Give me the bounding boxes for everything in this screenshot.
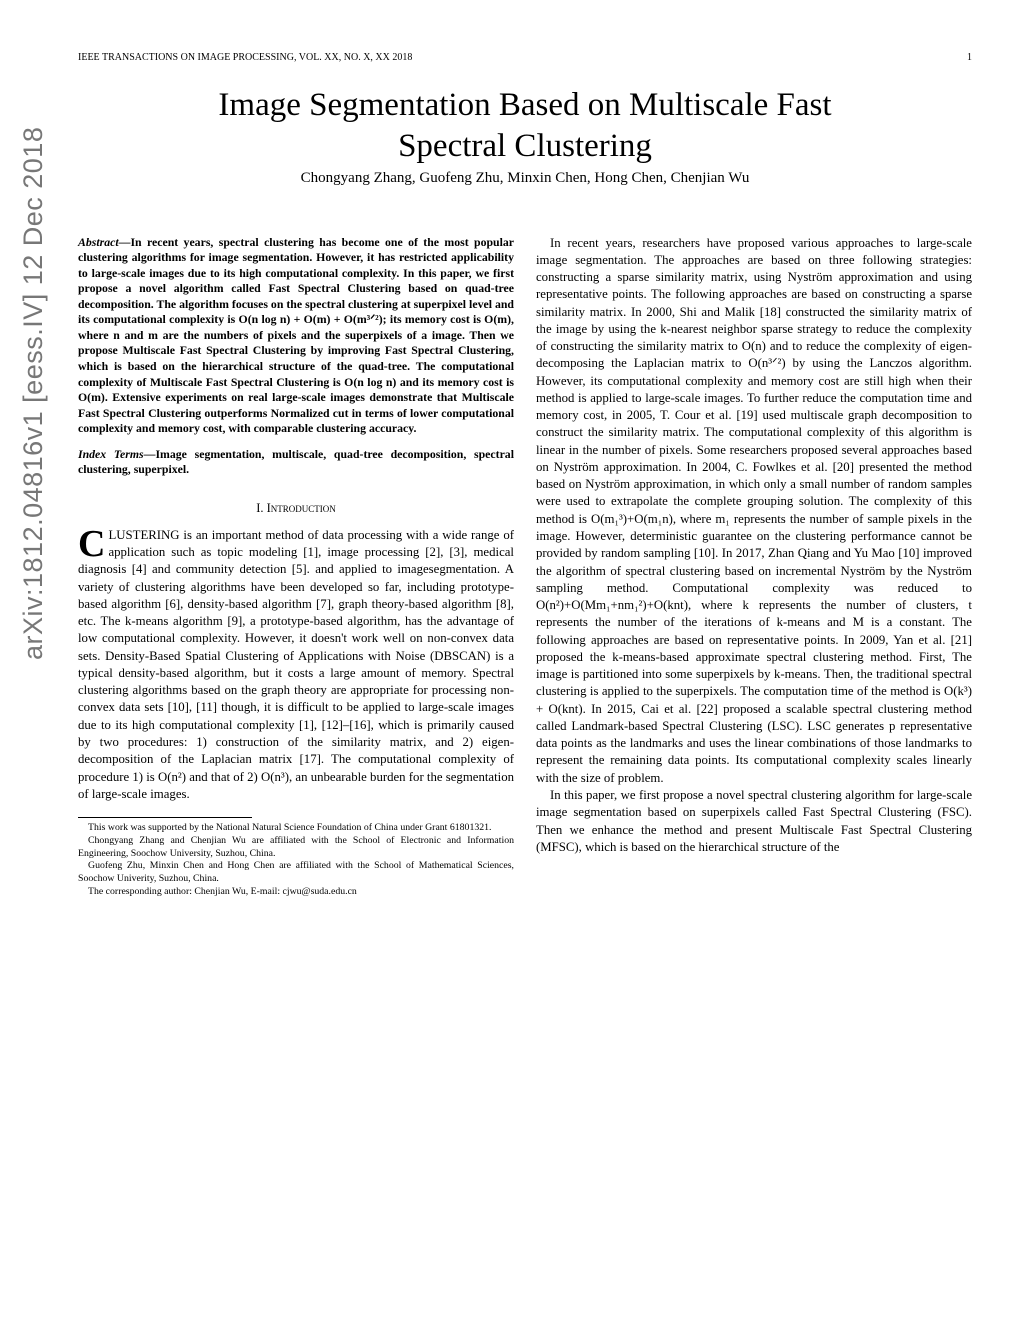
arxiv-identifier: arXiv:1812.04816v1 [eess.IV] 12 Dec 2018 xyxy=(18,127,49,660)
footnote-1: This work was supported by the National … xyxy=(78,822,514,835)
footnote-4: The corresponding author: Chenjian Wu, E… xyxy=(78,886,514,899)
dropcap: C xyxy=(78,527,108,559)
footnote-rule xyxy=(78,817,252,818)
paper-title: Image Segmentation Based on Multiscale F… xyxy=(78,85,972,168)
footnote-2: Chongyang Zhang and Chenjian Wu are affi… xyxy=(78,835,514,860)
abstract-label: Abstract xyxy=(78,235,119,249)
running-header: IEEE TRANSACTIONS ON IMAGE PROCESSING, V… xyxy=(78,52,972,63)
author-list: Chongyang Zhang, Guofeng Zhu, Minxin Che… xyxy=(78,170,972,187)
index-terms-text: —Image segmentation, multiscale, quad-tr… xyxy=(78,447,514,477)
two-column-layout: Abstract—In recent years, spectral clust… xyxy=(78,235,972,899)
journal-name: IEEE TRANSACTIONS ON IMAGE PROCESSING, V… xyxy=(78,52,412,63)
intro-paragraph-1: CLUSTERING is an important method of dat… xyxy=(78,527,514,803)
footnote-3: Guofeng Zhu, Minxin Chen and Hong Chen a… xyxy=(78,860,514,885)
intro-p1-text: LUSTERING is an important method of data… xyxy=(78,528,514,801)
right-paragraph-1: In recent years, researchers have propos… xyxy=(536,235,972,788)
page-number: 1 xyxy=(967,52,972,63)
right-paragraph-2: In this paper, we first propose a novel … xyxy=(536,787,972,856)
abstract-text: —In recent years, spectral clustering ha… xyxy=(78,235,514,436)
title-line-1: Image Segmentation Based on Multiscale F… xyxy=(218,87,831,123)
abstract-block: Abstract—In recent years, spectral clust… xyxy=(78,235,514,437)
index-terms-label: Index Terms xyxy=(78,447,144,461)
left-column: Abstract—In recent years, spectral clust… xyxy=(78,235,514,899)
section-heading-1: I. Introduction xyxy=(78,500,514,517)
page-content: IEEE TRANSACTIONS ON IMAGE PROCESSING, V… xyxy=(78,0,972,898)
title-line-2: Spectral Clustering xyxy=(398,128,652,164)
right-column: In recent years, researchers have propos… xyxy=(536,235,972,899)
index-terms-block: Index Terms—Image segmentation, multisca… xyxy=(78,447,514,478)
